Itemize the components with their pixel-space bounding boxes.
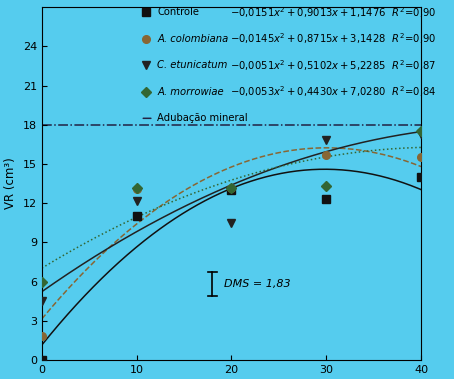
Text: C. etunicatum: C. etunicatum xyxy=(158,60,228,70)
Text: $-0{,}0145x^2 + 0{,}8715x + 3{,}1428$  $R^2\!=\!0{,}90$: $-0{,}0145x^2 + 0{,}8715x + 3{,}1428$ $R… xyxy=(230,31,436,46)
Text: $-0{,}0053x^2 + 0{,}4430x + 7{,}0280$  $R^2\!=\!0{,}84$: $-0{,}0053x^2 + 0{,}4430x + 7{,}0280$ $R… xyxy=(230,85,436,99)
Text: A. colombiana: A. colombiana xyxy=(158,34,229,44)
Text: $-0{,}0151x^2 + 0{,}9013x + 1{,}1476$  $R^2\!=\!0{,}90$: $-0{,}0151x^2 + 0{,}9013x + 1{,}1476$ $R… xyxy=(230,5,436,20)
Text: Adubação mineral: Adubação mineral xyxy=(158,113,248,123)
Text: Controle: Controle xyxy=(158,8,199,17)
Y-axis label: VR (cm³): VR (cm³) xyxy=(4,158,17,210)
Text: A. morrowiae: A. morrowiae xyxy=(158,87,224,97)
Text: DMS = 1,83: DMS = 1,83 xyxy=(224,279,291,289)
Text: $-0{,}0051x^2 + 0{,}5102x + 5{,}2285$  $R^2\!=\!0{,}87$: $-0{,}0051x^2 + 0{,}5102x + 5{,}2285$ $R… xyxy=(230,58,436,73)
